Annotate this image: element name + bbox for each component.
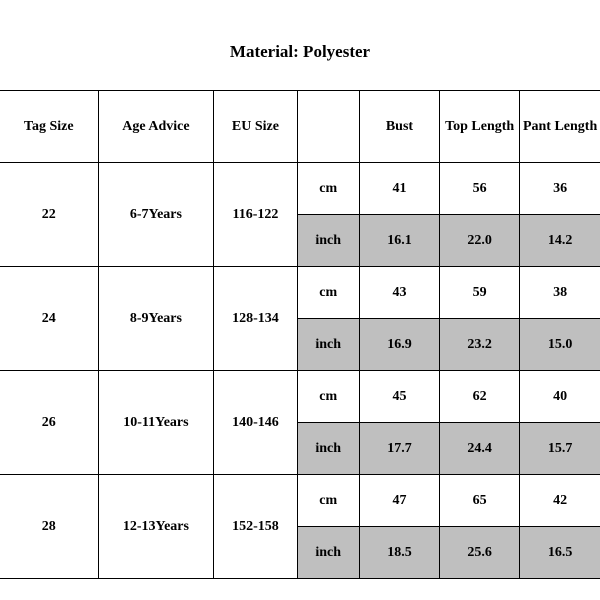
cell-eu-size: 116-122 bbox=[214, 163, 297, 267]
cell-bust-cm: 41 bbox=[359, 163, 439, 215]
cell-bust-inch: 16.1 bbox=[359, 215, 439, 267]
cell-unit-inch: inch bbox=[297, 319, 359, 371]
cell-unit-cm: cm bbox=[297, 475, 359, 527]
cell-pant-inch: 15.7 bbox=[520, 423, 600, 475]
cell-top-cm: 65 bbox=[440, 475, 520, 527]
cell-unit-cm: cm bbox=[297, 163, 359, 215]
page-title: Material: Polyester bbox=[0, 0, 600, 90]
cell-eu-size: 128-134 bbox=[214, 267, 297, 371]
cell-eu-size: 140-146 bbox=[214, 371, 297, 475]
cell-pant-inch: 14.2 bbox=[520, 215, 600, 267]
cell-age-advice: 10-11Years bbox=[98, 371, 214, 475]
cell-bust-cm: 45 bbox=[359, 371, 439, 423]
cell-top-inch: 23.2 bbox=[440, 319, 520, 371]
cell-age-advice: 8-9Years bbox=[98, 267, 214, 371]
cell-top-inch: 24.4 bbox=[440, 423, 520, 475]
cell-tag-size: 26 bbox=[0, 371, 98, 475]
cell-bust-cm: 47 bbox=[359, 475, 439, 527]
cell-pant-cm: 40 bbox=[520, 371, 600, 423]
cell-pant-inch: 15.0 bbox=[520, 319, 600, 371]
col-header-tag: Tag Size bbox=[0, 91, 98, 163]
table-row: 2610-11Years140-146cm456240 bbox=[0, 371, 600, 423]
cell-age-advice: 6-7Years bbox=[98, 163, 214, 267]
cell-tag-size: 22 bbox=[0, 163, 98, 267]
col-header-eu: EU Size bbox=[214, 91, 297, 163]
col-header-unit bbox=[297, 91, 359, 163]
cell-pant-cm: 36 bbox=[520, 163, 600, 215]
size-chart-table: Tag Size Age Advice EU Size Bust Top Len… bbox=[0, 90, 600, 579]
cell-eu-size: 152-158 bbox=[214, 475, 297, 579]
cell-pant-cm: 42 bbox=[520, 475, 600, 527]
cell-bust-inch: 17.7 bbox=[359, 423, 439, 475]
cell-unit-inch: inch bbox=[297, 527, 359, 579]
cell-age-advice: 12-13Years bbox=[98, 475, 214, 579]
cell-tag-size: 28 bbox=[0, 475, 98, 579]
col-header-pant: Pant Length bbox=[520, 91, 600, 163]
cell-unit-inch: inch bbox=[297, 215, 359, 267]
cell-top-cm: 62 bbox=[440, 371, 520, 423]
col-header-bust: Bust bbox=[359, 91, 439, 163]
cell-bust-inch: 16.9 bbox=[359, 319, 439, 371]
cell-bust-cm: 43 bbox=[359, 267, 439, 319]
cell-top-inch: 22.0 bbox=[440, 215, 520, 267]
cell-unit-cm: cm bbox=[297, 267, 359, 319]
cell-unit-cm: cm bbox=[297, 371, 359, 423]
table-row: 2812-13Years152-158cm476542 bbox=[0, 475, 600, 527]
cell-tag-size: 24 bbox=[0, 267, 98, 371]
col-header-top: Top Length bbox=[440, 91, 520, 163]
col-header-age: Age Advice bbox=[98, 91, 214, 163]
table-header-row: Tag Size Age Advice EU Size Bust Top Len… bbox=[0, 91, 600, 163]
cell-bust-inch: 18.5 bbox=[359, 527, 439, 579]
cell-unit-inch: inch bbox=[297, 423, 359, 475]
cell-top-inch: 25.6 bbox=[440, 527, 520, 579]
cell-top-cm: 59 bbox=[440, 267, 520, 319]
cell-pant-cm: 38 bbox=[520, 267, 600, 319]
cell-top-cm: 56 bbox=[440, 163, 520, 215]
cell-pant-inch: 16.5 bbox=[520, 527, 600, 579]
table-row: 248-9Years128-134cm435938 bbox=[0, 267, 600, 319]
table-row: 226-7Years116-122cm415636 bbox=[0, 163, 600, 215]
